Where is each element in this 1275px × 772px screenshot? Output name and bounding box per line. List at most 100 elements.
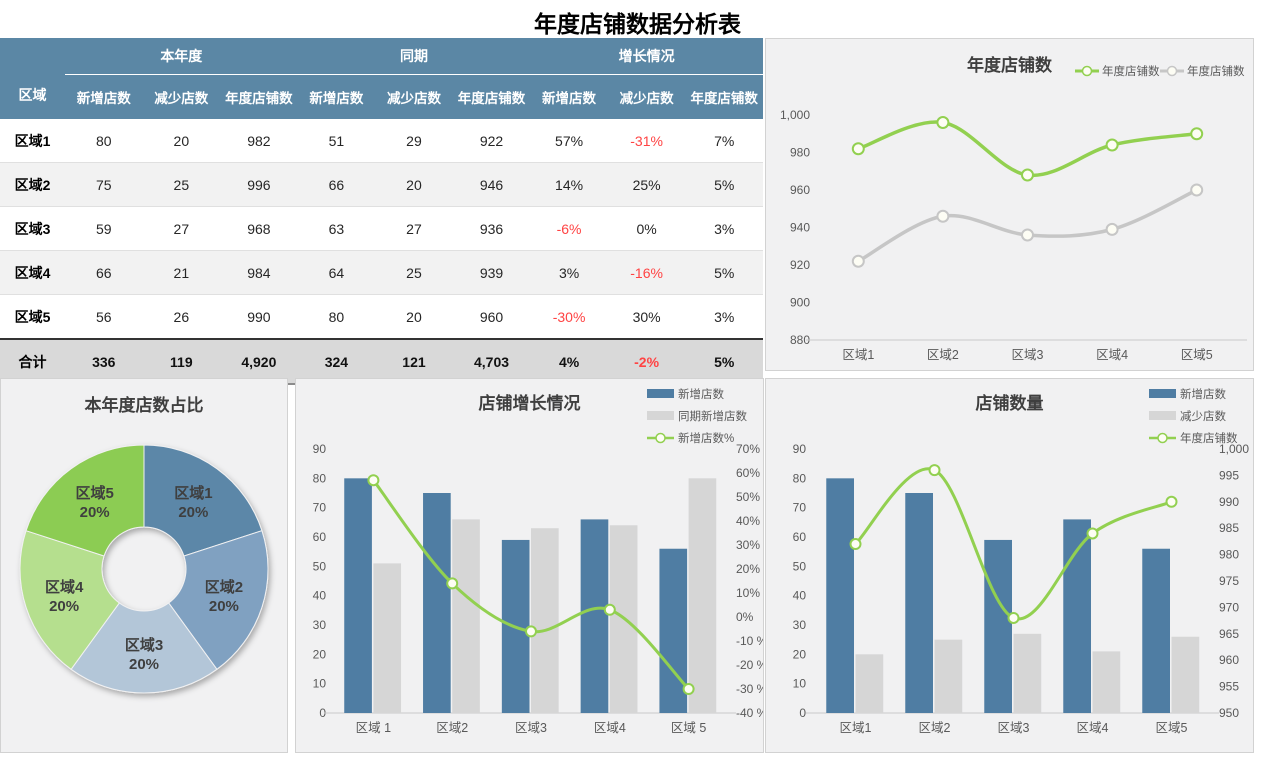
store-growth-combo-chart: 店铺增长情况 0 10 20 30 40 50 60 70 80 90 -40 % -30 % -20 %… [313, 387, 763, 735]
cell: 56 [65, 294, 143, 339]
annual-stores-line-chart-panel: 年度店铺数 880 900 920 940 960 980 1,000 区域1 区域2 区域3 区域4… [765, 38, 1254, 371]
cell: 20 [375, 162, 453, 207]
svg-text:50: 50 [793, 559, 807, 573]
svg-text:新增店数: 新增店数 [1180, 387, 1226, 401]
table-row: 区域1 80 20 982 51 29 922 57% -31% 7% [0, 119, 763, 163]
cell: 0% [607, 206, 686, 251]
cell: 57% [555, 132, 584, 149]
row-label: 合计 [0, 338, 65, 385]
col-header: 减少店数 [142, 74, 221, 119]
svg-text:90: 90 [793, 442, 807, 456]
table-row: 区域2 75 25 996 66 20 946 14% 25% 5% [0, 162, 763, 207]
cell: 336 [65, 338, 143, 385]
svg-text:50: 50 [313, 559, 327, 573]
svg-text:900: 900 [790, 296, 810, 310]
svg-text:50%: 50% [736, 490, 760, 504]
cell: 939 [452, 250, 531, 295]
svg-text:940: 940 [790, 221, 810, 235]
cell: 996 [220, 162, 298, 207]
svg-text:1,000: 1,000 [780, 108, 810, 122]
svg-text:880: 880 [790, 333, 810, 347]
cell: 25 [375, 250, 453, 295]
group-header-growth: 增长情况 [530, 38, 763, 75]
cell: 25% [607, 162, 686, 207]
svg-text:区域 1: 区域 1 [356, 721, 391, 735]
cell: 119 [142, 338, 221, 385]
svg-text:区域4: 区域4 [1096, 348, 1128, 362]
region-column-header: 区域 [0, 38, 65, 119]
store-count-combo-chart-panel: 店铺数量 0 10 20 30 40 50 60 70 80 90 950 955 960 965 970 97… [765, 378, 1254, 753]
cell: -2% [607, 338, 686, 385]
y-axis: 880 900 920 940 960 980 1,000 [780, 108, 810, 347]
x-axis-labels: 区域 1 区域2 区域3 区域4 区域 5 [356, 721, 707, 735]
svg-text:980: 980 [790, 146, 810, 160]
row-label: 区域3 [0, 206, 65, 251]
svg-text:10: 10 [313, 677, 327, 691]
cell: 3% [530, 250, 608, 295]
analysis-table: 区域 本年度 同期 增长情况 新增店数 减少店数 年度店铺数 新增店数 减少店数… [0, 38, 763, 385]
cell: 946 [452, 162, 531, 207]
svg-text:区域5: 区域5 [1156, 721, 1188, 735]
cell: 21 [142, 250, 221, 295]
svg-text:20%: 20% [736, 562, 760, 576]
svg-text:60%: 60% [736, 466, 760, 480]
cell: 7% [714, 132, 735, 149]
svg-text:80: 80 [313, 471, 327, 485]
svg-text:年度店铺数: 年度店铺数 [1102, 64, 1160, 78]
svg-text:40: 40 [313, 589, 327, 603]
svg-text:区域4: 区域4 [1077, 721, 1109, 735]
table-group-header-row: 区域 本年度 同期 增长情况 [0, 38, 763, 119]
cell: 3% [685, 294, 763, 339]
annual-stores-line-chart: 年度店铺数 880 900 920 940 960 980 1,000 区域1 区域2 区域3 区域4… [780, 55, 1247, 362]
cell: 59 [65, 206, 143, 251]
chart-title: 店铺数量 [976, 393, 1044, 413]
svg-text:40%: 40% [736, 514, 760, 528]
svg-text:区域3: 区域3 [998, 721, 1030, 735]
chart-title: 店铺增长情况 [479, 393, 581, 413]
svg-text:区域4: 区域4 [594, 721, 626, 735]
svg-text:40: 40 [793, 589, 807, 603]
line-series-1 [851, 183, 1204, 268]
cell: 4,920 [220, 338, 298, 385]
col-header: 减少店数 [375, 74, 453, 119]
store-share-donut-chart-panel: 本年度店数占比 区域1 20% 区域2 20% 区域3 20% 区域4 20% 区域5 20% [0, 378, 288, 753]
svg-text:995: 995 [1219, 468, 1239, 482]
svg-text:1,000: 1,000 [1219, 442, 1249, 456]
svg-text:区域5: 区域5 [1181, 348, 1213, 362]
row-label: 区域1 [14, 132, 51, 149]
svg-text:950: 950 [1219, 706, 1239, 720]
svg-text:955: 955 [1219, 680, 1239, 694]
col-header: 年度店铺数 [685, 74, 763, 119]
y-axis: 0 10 20 30 40 50 60 70 80 90 [793, 442, 807, 720]
bar-series-0 [344, 478, 688, 713]
chart-title: 年度店铺数 [967, 55, 1053, 75]
svg-text:区域3: 区域3 [1012, 348, 1044, 362]
cell: 63 [297, 206, 376, 251]
svg-text:年度店铺数: 年度店铺数 [1180, 431, 1238, 445]
line-series-0 [367, 474, 695, 695]
svg-text:-10 %: -10 % [736, 634, 763, 648]
svg-text:区域2: 区域2 [919, 721, 951, 735]
cell: 27 [375, 206, 453, 251]
bar-series-1 [373, 478, 717, 713]
cell: 25 [142, 162, 221, 207]
cell: -30% [530, 294, 608, 339]
cell: 20 [375, 294, 453, 339]
cell: 4,703 [452, 338, 531, 385]
svg-text:区域1: 区域1 [842, 348, 874, 362]
svg-text:新增店数: 新增店数 [678, 387, 724, 401]
cell: 51 [328, 132, 345, 149]
page-title: 年度店铺数据分析表 [534, 11, 741, 37]
line-series-0 [851, 116, 1204, 182]
col-header: 年度店铺数 [220, 74, 298, 119]
chart-title: 本年度店数占比 [85, 395, 204, 415]
svg-text:980: 980 [1219, 548, 1239, 562]
table-column-header-row: 新增店数 减少店数 年度店铺数 新增店数 减少店数 年度店铺数 新增店数 减少店… [0, 74, 763, 119]
svg-text:30%: 30% [736, 538, 760, 552]
cell: 5% [685, 162, 763, 207]
svg-text:区域2: 区域2 [436, 721, 468, 735]
